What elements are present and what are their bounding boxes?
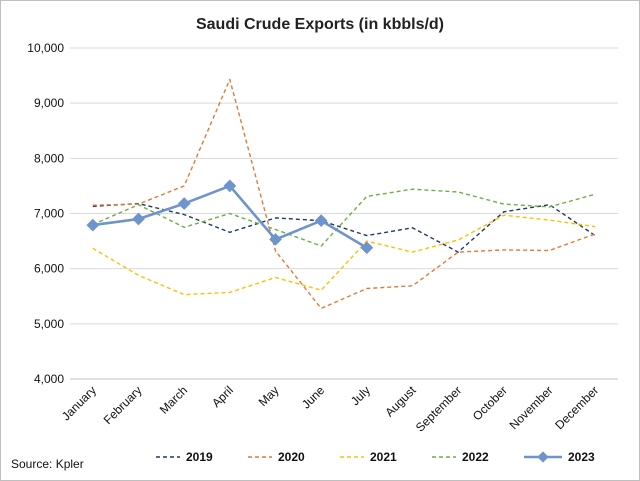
grid (70, 47, 618, 380)
x-tick-label: December (552, 383, 601, 432)
legend: 2019 2020 2021 2022 2023 (156, 450, 595, 464)
y-tick-label: 4,000 (34, 372, 64, 386)
series-line-2019 (92, 202, 596, 253)
legend-label-2021: 2021 (370, 450, 397, 464)
series-layer (86, 78, 596, 310)
y-tick-label: 9,000 (34, 96, 64, 110)
legend-label-2023: 2023 (568, 450, 595, 464)
x-tick-label: October (470, 383, 510, 423)
x-tick-label: March (157, 383, 190, 416)
data-point-2023 (86, 218, 100, 232)
y-tick-label: 8,000 (34, 151, 64, 165)
chart-title: Saudi Crude Exports (in kbbls/d) (196, 16, 444, 33)
data-point-2023 (223, 179, 237, 193)
data-point-2023 (314, 214, 328, 228)
series-line-2021 (92, 214, 596, 296)
source-note: Source: Kpler (11, 457, 84, 471)
legend-label-2020: 2020 (278, 450, 305, 464)
series-line-2022 (92, 188, 596, 247)
x-tick-label: June (299, 383, 328, 412)
series-line-2023 (92, 184, 368, 249)
y-tick-label: 7,000 (34, 207, 64, 221)
x-tick-label: February (101, 383, 145, 427)
x-axis-ticks: January February March April May June July Augu… (59, 383, 601, 435)
x-tick-label: July (348, 383, 373, 408)
y-tick-label: 10,000 (27, 41, 64, 55)
x-tick-label: August (382, 383, 419, 420)
y-tick-label: 5,000 (34, 317, 64, 331)
x-tick-label: April (209, 383, 236, 410)
x-tick-label: November (507, 383, 556, 432)
data-point-2023 (132, 212, 145, 226)
x-tick-label: September (413, 383, 464, 434)
legend-label-2022: 2022 (462, 450, 489, 464)
legend-marker-2023 (537, 451, 549, 463)
y-tick-label: 6,000 (34, 262, 64, 276)
series-line-2020 (92, 78, 596, 310)
data-point-2023 (269, 233, 282, 246)
y-axis-ticks: 4,000 5,000 6,000 7,000 8,000 9,000 10,000 (27, 41, 64, 386)
data-point-2023 (360, 241, 374, 255)
legend-label-2019: 2019 (186, 450, 213, 464)
data-point-2023 (177, 197, 191, 210)
x-tick-label: May (256, 383, 282, 409)
x-tick-label: January (59, 383, 99, 423)
